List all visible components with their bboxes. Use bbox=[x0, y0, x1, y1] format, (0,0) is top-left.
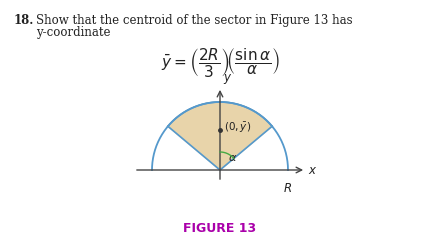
Text: FIGURE 13: FIGURE 13 bbox=[183, 222, 257, 234]
Text: Show that the centroid of the sector in Figure 13 has: Show that the centroid of the sector in … bbox=[36, 14, 352, 27]
Text: $\bar{y} = \left(\dfrac{2R}{3}\right)\!\left(\dfrac{\sin\alpha}{\alpha}\right)$: $\bar{y} = \left(\dfrac{2R}{3}\right)\!\… bbox=[161, 45, 279, 78]
Text: $(0, \bar{y})$: $(0, \bar{y})$ bbox=[224, 121, 251, 135]
Text: y-coordinate: y-coordinate bbox=[36, 26, 110, 39]
Text: $x$: $x$ bbox=[308, 164, 317, 176]
Text: 18.: 18. bbox=[14, 14, 34, 27]
Text: $y$: $y$ bbox=[223, 72, 232, 86]
Text: $R$: $R$ bbox=[283, 182, 293, 195]
Text: $\alpha$: $\alpha$ bbox=[228, 153, 237, 163]
Polygon shape bbox=[168, 102, 272, 170]
